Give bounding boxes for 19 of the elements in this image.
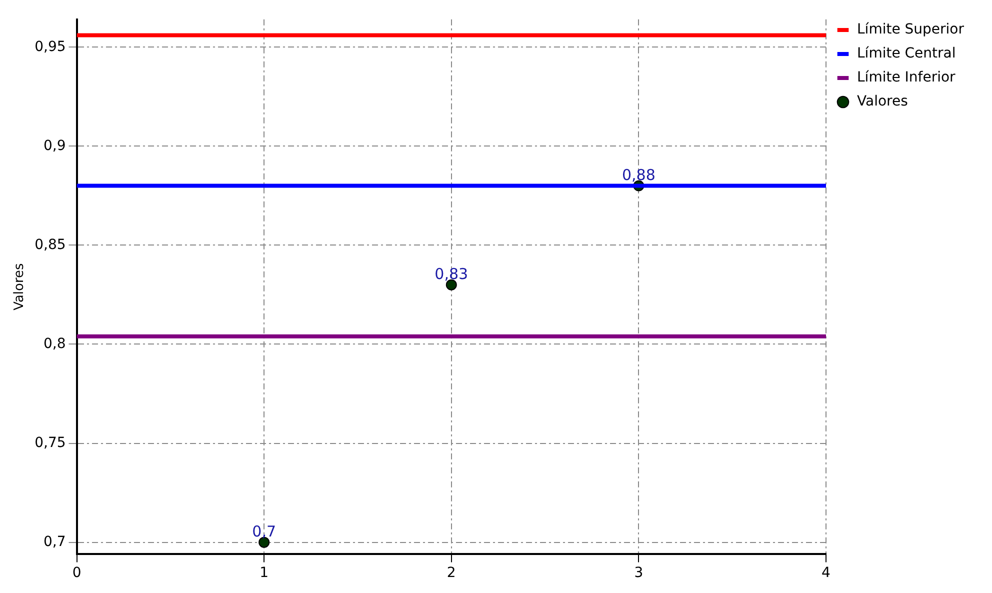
data-label: 0,83	[434, 265, 468, 284]
legend-label: Límite Central	[857, 46, 956, 62]
y-tick-label: 0,9	[44, 138, 66, 154]
legend-label: Valores	[857, 94, 908, 110]
x-tick-label: 2	[446, 565, 456, 582]
y-tick-label: 0,7	[44, 534, 66, 550]
legend-label: Límite Superior	[857, 22, 964, 38]
data-label: 0,7	[252, 522, 276, 541]
x-tick-label: 4	[822, 565, 831, 582]
y-tick-label: 0,85	[34, 236, 66, 253]
x-tick-label: 0	[72, 565, 82, 582]
y-tick-label: 0,75	[34, 434, 66, 451]
legend-label: Límite Inferior	[857, 70, 956, 86]
y-tick-label: 0,95	[34, 38, 66, 55]
y-axis-title: Valores	[12, 262, 28, 310]
x-tick-label: 3	[634, 565, 644, 582]
y-tick-label: 0,8	[44, 336, 66, 352]
data-label: 0,88	[622, 166, 656, 184]
x-tick-label: 1	[260, 565, 269, 582]
